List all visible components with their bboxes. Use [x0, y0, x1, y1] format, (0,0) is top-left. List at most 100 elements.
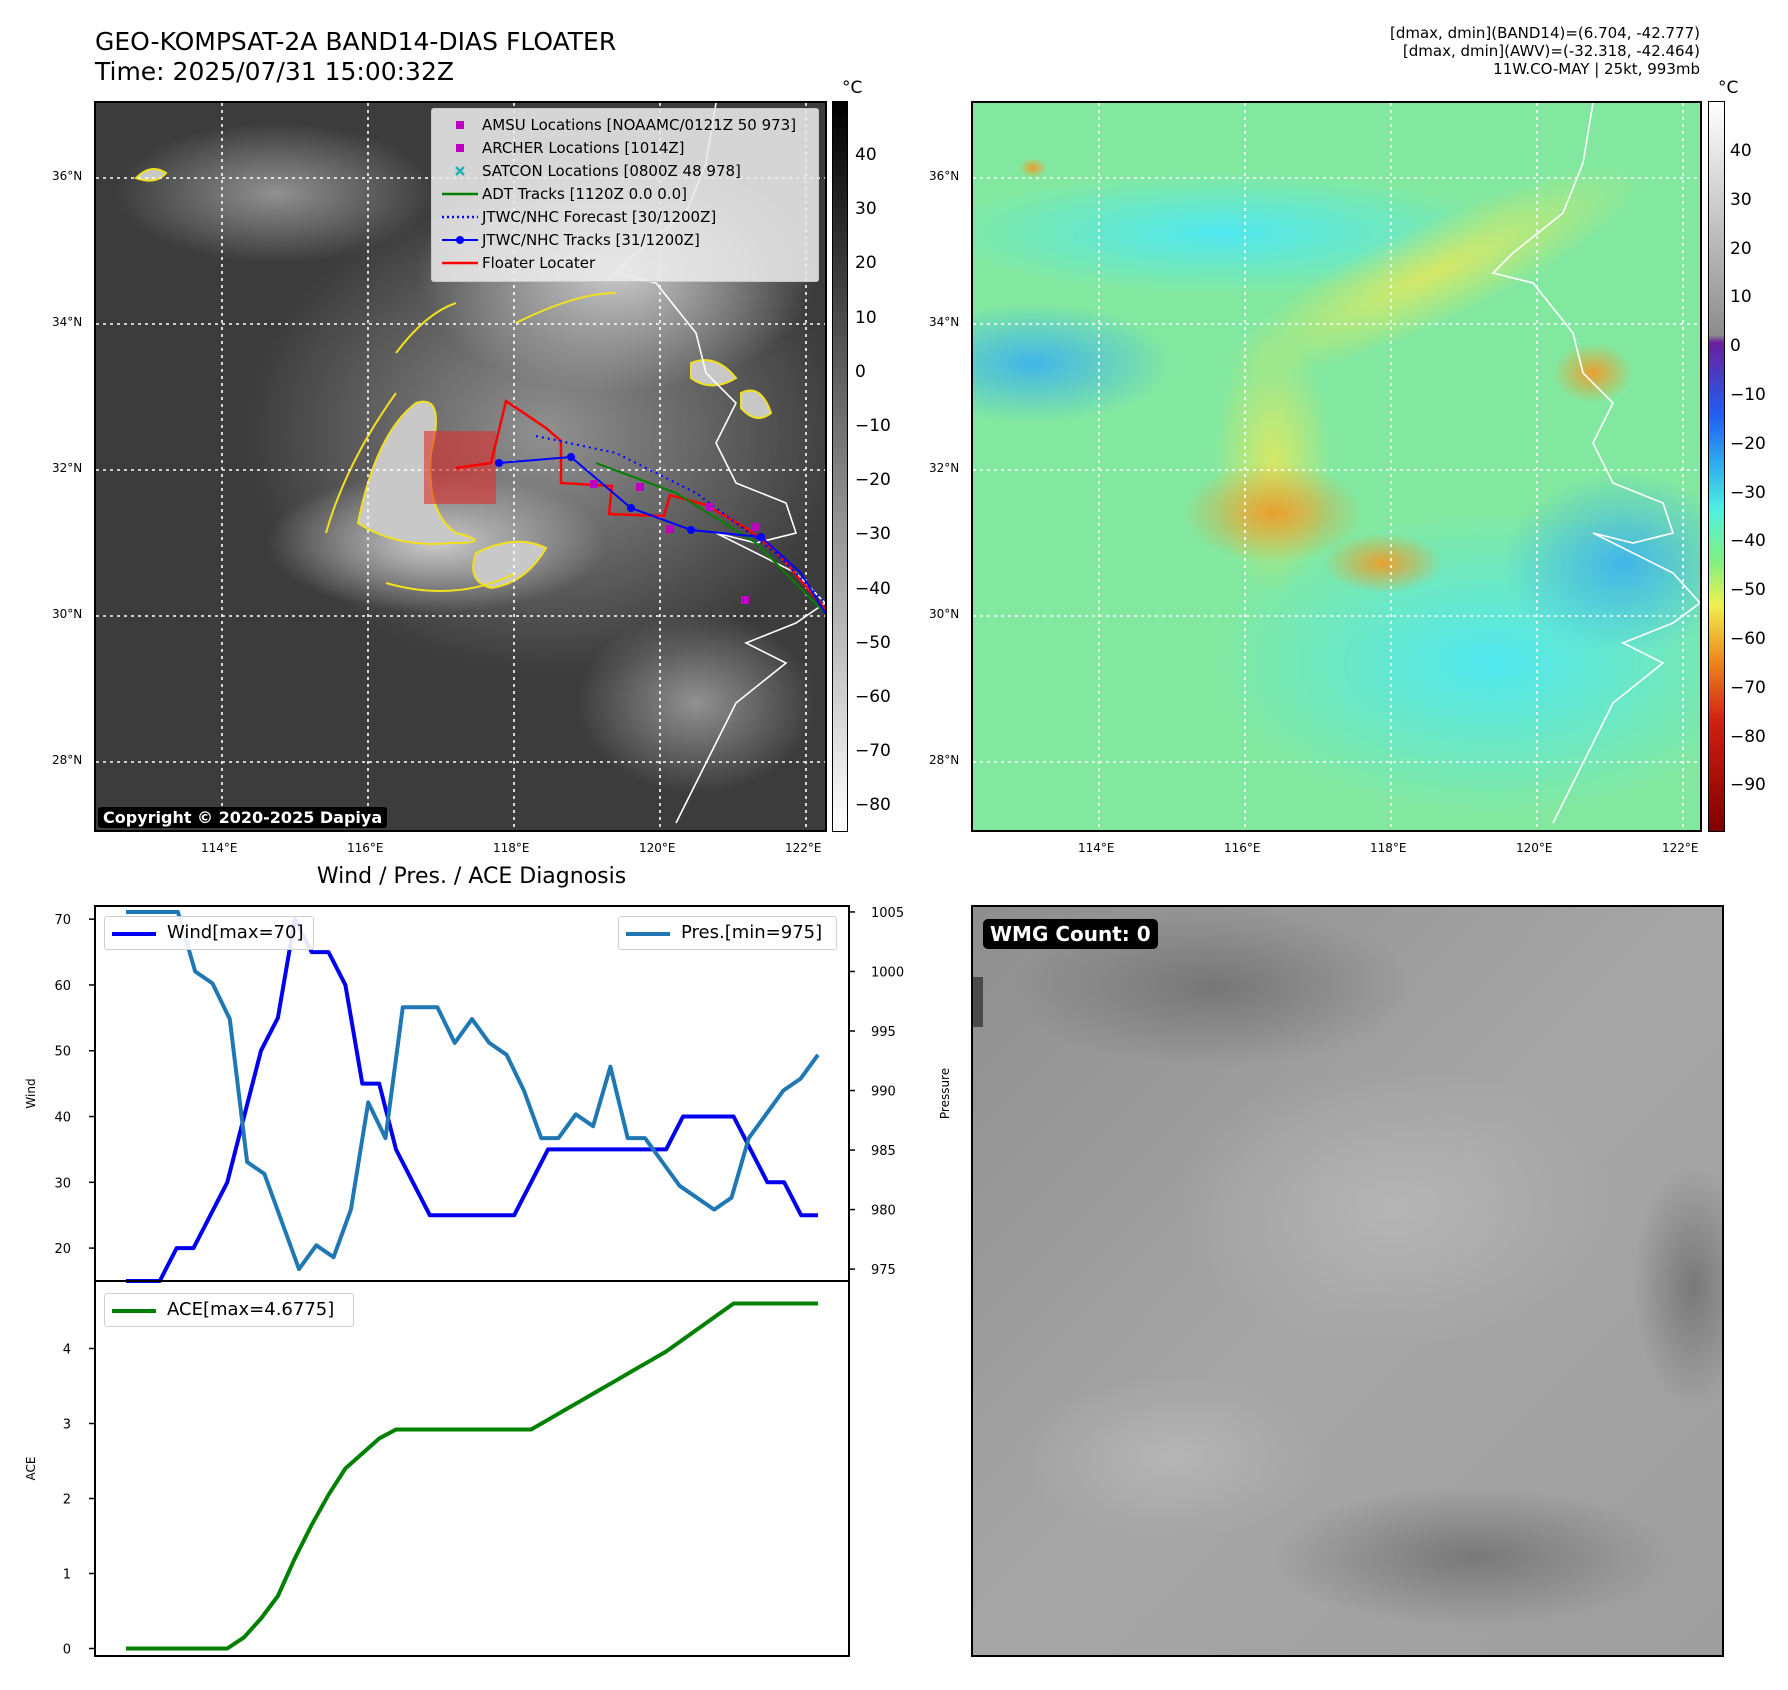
- lat-label: 36°N: [929, 169, 960, 183]
- legend-item-floater: Floater Locater: [442, 254, 596, 272]
- lon-label: 116°E: [1224, 841, 1261, 855]
- info-line-3: 11W.CO-MAY | 25kt, 993mb: [1493, 60, 1700, 78]
- right-colorbar-unit: °C: [1718, 78, 1739, 98]
- colorbar-tick-label: −10: [855, 416, 891, 436]
- colorbar-tick-label: −60: [855, 687, 891, 707]
- wind-legend-label: Wind[max=70]: [167, 922, 304, 943]
- y-tick-label: 20: [54, 1242, 71, 1257]
- colorbar-tick-label: −90: [1730, 775, 1766, 796]
- y-tick-label: 990: [871, 1085, 896, 1100]
- y-tick-label: 40: [54, 1111, 71, 1126]
- figure-title: GEO-KOMPSAT-2A BAND14-DIAS FLOATER Time:…: [95, 27, 616, 87]
- left-colorbar: [832, 101, 848, 832]
- legend-item-jtwc-tracks: JTWC/NHC Tracks [31/1200Z]: [432, 230, 818, 250]
- y-tick-label: 980: [871, 1204, 896, 1219]
- y-axis-label: Wind: [24, 1078, 38, 1108]
- y-tick-label: 0: [63, 1643, 71, 1658]
- colorbar-tick-label: −30: [1730, 482, 1766, 503]
- colorbar-tick-label: −40: [1730, 531, 1766, 552]
- diagnosis-title: Wind / Pres. / ACE Diagnosis: [316, 864, 627, 889]
- lon-label: 116°E: [347, 841, 384, 855]
- colorbar-tick-label: −20: [855, 470, 891, 491]
- chart-frame: [94, 1280, 850, 1657]
- y-tick-label: 2: [63, 1493, 71, 1508]
- lon-label: 120°E: [639, 841, 676, 855]
- colorbar-tick-label: −50: [1730, 580, 1766, 601]
- series-line-0: [126, 1301, 818, 1651]
- colorbar-tick-label: −70: [1730, 677, 1766, 698]
- legend-item-jtwc-forecast: JTWC/NHC Forecast [30/1200Z]: [442, 208, 717, 226]
- wind-legend: Wind[max=70]: [104, 916, 314, 950]
- series-line-0: [126, 917, 818, 1283]
- colorbar-tick-label: 0: [1730, 336, 1741, 357]
- lat-label: 30°N: [929, 607, 960, 621]
- ace-chart: 0 1 2 3 4 ACE: [24, 1280, 850, 1658]
- pressure-legend-label: Pres.[min=975]: [681, 922, 823, 943]
- y-tick-label: 995: [871, 1025, 896, 1040]
- lat-label: 32°N: [929, 461, 960, 475]
- ace-legend-swatch: [112, 1309, 156, 1313]
- lon-label: 120°E: [1516, 841, 1553, 855]
- lon-label: 118°E: [1370, 841, 1407, 855]
- colorbar-tick-label: −80: [1730, 726, 1766, 747]
- lat-label: 28°N: [52, 753, 83, 767]
- awv-map-image: [973, 103, 1700, 830]
- wmg-count-badge: WMG Count: 0: [983, 919, 1158, 949]
- left-colorbar-unit: °C: [842, 78, 863, 98]
- y-tick-label: 1005: [871, 906, 904, 921]
- colorbar-tick-label: −40: [855, 578, 891, 599]
- ace-legend-label: ACE[max=4.6775]: [167, 1299, 335, 1320]
- y-tick-label: 985: [871, 1144, 896, 1159]
- colorbar-tick-label: −80: [855, 795, 891, 816]
- lat-label: 32°N: [52, 461, 83, 475]
- wind-legend-swatch: [112, 932, 156, 936]
- legend-item-archer: ARCHER Locations [1014Z]: [432, 138, 818, 158]
- title-line-1: GEO-KOMPSAT-2A BAND14-DIAS FLOATER: [95, 27, 617, 56]
- series-line-1: [126, 910, 820, 1272]
- ir-map-panel: AMSU Locations [NOAAMC/0121Z 50 973] ARC…: [94, 101, 827, 832]
- pressure-legend: Pres.[min=975]: [618, 916, 837, 950]
- colorbar-tick-label: 30: [855, 199, 877, 220]
- colorbar-tick-label: 40: [1730, 141, 1752, 161]
- lon-label: 114°E: [1078, 841, 1115, 855]
- colorbar-tick-label: 10: [855, 307, 877, 328]
- y-tick-label: 70: [54, 913, 71, 928]
- colorbar-tick-label: 20: [1730, 238, 1752, 259]
- right-colorbar: [1708, 101, 1725, 832]
- y-tick-label: 3: [63, 1418, 71, 1433]
- pressure-legend-swatch: [626, 932, 670, 936]
- lon-label: 122°E: [1662, 841, 1699, 855]
- y-tick-label: 1: [63, 1568, 71, 1583]
- title-line-2: Time: 2025/07/31 15:00:32Z: [95, 57, 454, 86]
- y-tick-label: 50: [54, 1045, 71, 1060]
- wind-pressure-chart: 20 30 40 50 60 70 Wind 975 980 985 990 995 1000 1005 P…: [24, 905, 952, 1283]
- colorbar-tick-label: −60: [1730, 629, 1766, 649]
- lat-label: 34°N: [52, 315, 83, 329]
- lat-label: 34°N: [929, 315, 960, 329]
- y-tick-label: 60: [54, 979, 71, 994]
- colorbar-tick-label: 30: [1730, 189, 1752, 210]
- colorbar-tick-label: −10: [1730, 385, 1766, 405]
- colorbar-tick-label: 20: [855, 253, 877, 274]
- copyright-badge: Copyright © 2020-2025 Dapiya: [98, 807, 388, 828]
- colorbar-tick-label: 0: [855, 361, 866, 382]
- lon-label: 122°E: [785, 841, 822, 855]
- awv-map-panel: [971, 101, 1702, 832]
- legend-item-amsu: AMSU Locations [NOAAMC/0121Z 50 973]: [432, 115, 818, 135]
- wmg-panel: WMG Count: 0: [971, 905, 1724, 1657]
- map-legend: AMSU Locations [NOAAMC/0121Z 50 973] ARC…: [431, 108, 819, 282]
- chart-frame: [94, 905, 850, 1282]
- lon-label: 114°E: [201, 841, 238, 855]
- colorbar-tick-label: 40: [855, 145, 877, 165]
- info-line-1: [dmax, dmin](BAND14)=(6.704, -42.777): [1389, 24, 1700, 42]
- colorbar-tick-label: −20: [1730, 433, 1766, 454]
- y-tick-label: 975: [871, 1263, 896, 1278]
- lat-label: 30°N: [52, 607, 83, 621]
- y-axis-label: ACE: [24, 1457, 38, 1481]
- info-line-2: [dmax, dmin](AWV)=(-32.318, -42.464): [1402, 42, 1700, 60]
- lat-label: 28°N: [929, 753, 960, 767]
- lon-label: 118°E: [493, 841, 530, 855]
- legend-item-adt: ADT Tracks [1120Z 0.0 0.0]: [442, 185, 687, 203]
- y-tick-label: 4: [63, 1343, 71, 1358]
